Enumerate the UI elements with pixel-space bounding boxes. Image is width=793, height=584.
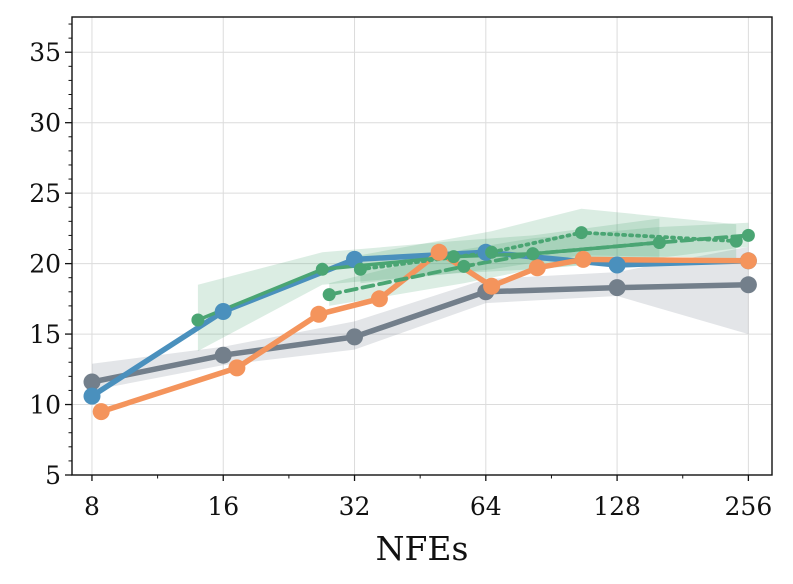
point-orange (228, 359, 246, 377)
point-gray (83, 373, 101, 391)
point-orange (528, 259, 546, 277)
x-tick-label: 8 (84, 492, 100, 521)
y-tick-label: 15 (29, 320, 61, 349)
point-orange (92, 403, 110, 421)
y-tick-label: 25 (29, 179, 61, 208)
y-tick-label: 30 (29, 109, 61, 138)
x-axis-ticks: 8 16 32 64 128 256 (84, 475, 772, 521)
y-tick-label: 20 (29, 250, 61, 279)
point-green-dashed (322, 288, 336, 302)
y-tick-label: 5 (45, 461, 61, 490)
point-orange (370, 290, 388, 308)
x-tick-label: 32 (339, 492, 371, 521)
x-tick-label: 128 (593, 492, 641, 521)
point-green-dashed (741, 228, 755, 242)
point-orange (310, 305, 328, 323)
point-green-dotted (485, 245, 499, 259)
line-blue (89, 249, 752, 399)
point-green-dashed (652, 236, 666, 249)
point-green-dotted (574, 226, 588, 240)
x-tick-label: 64 (470, 492, 502, 521)
x-axis-title: NFEs (376, 529, 469, 568)
series-markers (83, 226, 757, 421)
point-gray (214, 346, 232, 364)
point-gray (346, 328, 363, 346)
point-green-dotted (353, 262, 367, 276)
point-orange (739, 252, 757, 270)
y-tick-label: 35 (29, 38, 61, 67)
point-green-solid (447, 250, 461, 264)
point-green-dashed (526, 247, 540, 261)
point-blue (83, 387, 101, 405)
y-axis-ticks: 5 10 15 20 25 30 35 (29, 23, 72, 490)
point-orange (430, 243, 448, 261)
point-green-dashed (457, 259, 471, 273)
line-gray (89, 282, 752, 385)
point-green-solid (191, 313, 205, 327)
point-blue (608, 256, 626, 274)
point-gray (739, 276, 757, 294)
x-tick-label: 16 (207, 492, 239, 521)
point-green-dotted (729, 234, 743, 248)
y-tick-label: 10 (29, 391, 61, 420)
point-orange (483, 277, 501, 295)
point-orange (574, 250, 592, 268)
point-blue (214, 303, 232, 320)
plot-frame (71, 16, 773, 476)
x-tick-label: 256 (725, 492, 773, 521)
point-green-solid (315, 262, 329, 276)
point-gray (608, 279, 626, 297)
